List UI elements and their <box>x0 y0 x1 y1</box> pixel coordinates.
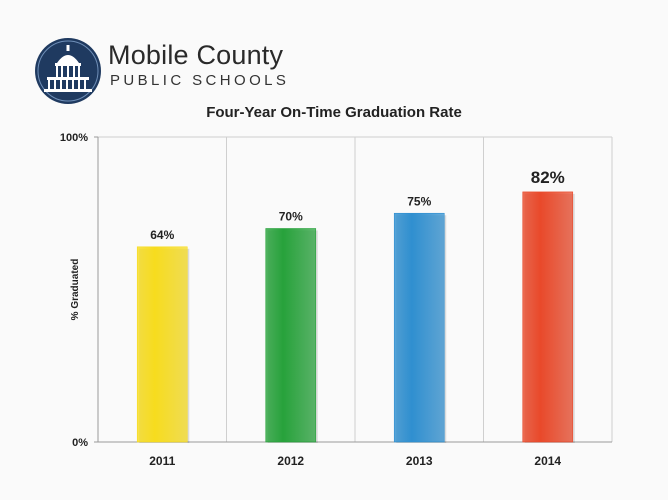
bar-2014 <box>522 191 574 443</box>
y-tick-label: 0% <box>72 437 88 449</box>
value-label-2012: 70% <box>279 210 303 224</box>
org-subtitle: PUBLIC SCHOOLS <box>110 72 290 89</box>
y-tick-label: 100% <box>60 132 88 144</box>
y-axis-label: % Graduated <box>70 259 81 321</box>
capitol-dome-logo-icon <box>35 38 101 104</box>
category-label-2014: 2014 <box>534 454 561 468</box>
value-label-2011: 64% <box>150 228 174 242</box>
bar-2011 <box>136 246 188 443</box>
category-label-2011: 2011 <box>149 454 175 468</box>
chart-title: Four-Year On-Time Graduation Rate <box>206 104 462 121</box>
category-label-2012: 2012 <box>277 454 304 468</box>
bar-2012 <box>265 228 317 443</box>
category-label-2013: 2013 <box>406 454 433 468</box>
value-label-2014: 82% <box>531 168 565 187</box>
value-label-2013: 75% <box>407 194 431 208</box>
bar-2013 <box>393 212 445 443</box>
org-name: Mobile County <box>108 40 284 70</box>
